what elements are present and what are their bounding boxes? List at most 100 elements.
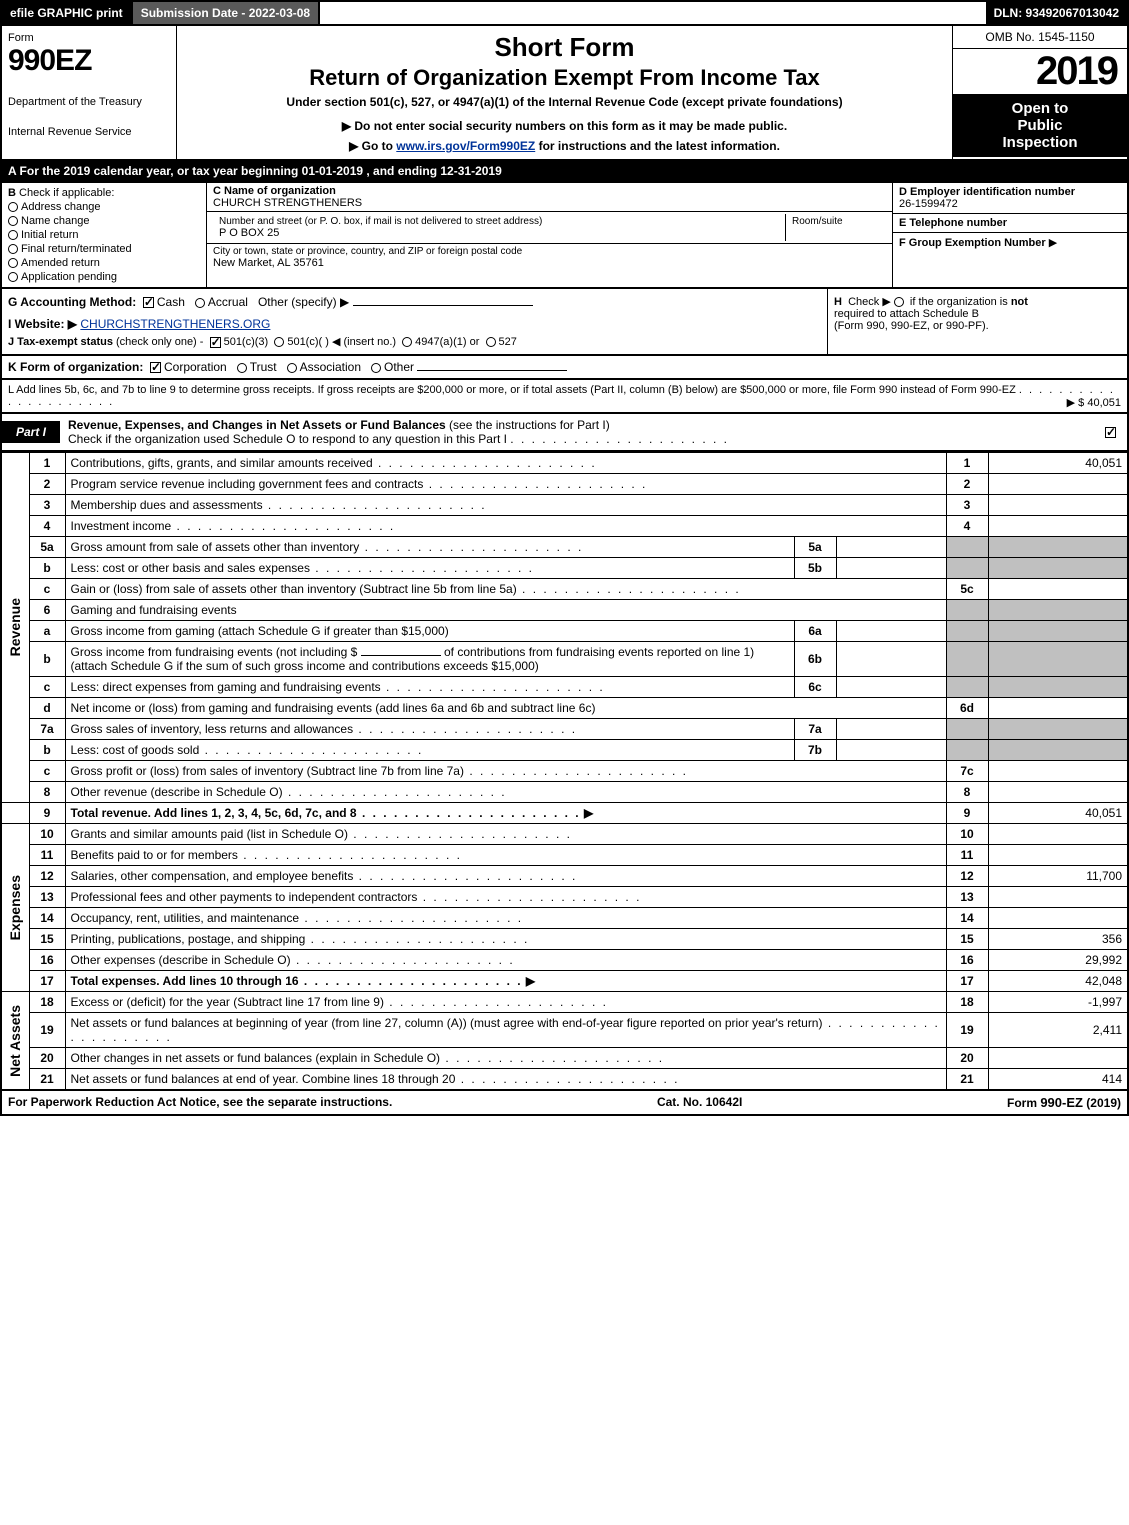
top-bar: efile GRAPHIC print Submission Date - 20… [0, 0, 1129, 26]
l-text: L Add lines 5b, 6c, and 7b to line 9 to … [8, 384, 1016, 396]
line-6b-blank[interactable] [361, 655, 441, 656]
room-cell: Room/suite [786, 214, 886, 241]
row-j: J Tax-exempt status (check only one) - 5… [8, 335, 821, 348]
line-13: 13Professional fees and other payments t… [1, 887, 1128, 908]
goto-note: ▶ Go to www.irs.gov/Form990EZ for instru… [187, 139, 942, 153]
address-row: Number and street (or P. O. box, if mail… [207, 212, 892, 244]
cb-final-return[interactable]: Final return/terminated [8, 243, 200, 255]
cb-amended-return[interactable]: Amended return [8, 257, 200, 269]
line-6a: aGross income from gaming (attach Schedu… [1, 621, 1128, 642]
k-other-line[interactable] [417, 370, 567, 371]
line-6: 6Gaming and fundraising events [1, 600, 1128, 621]
header-center: Short Form Return of Organization Exempt… [177, 26, 952, 159]
line-5c: cGain or (loss) from sale of assets othe… [1, 579, 1128, 600]
line-9: 9Total revenue. Add lines 1, 2, 3, 4, 5c… [1, 803, 1128, 824]
dept-treasury: Department of the Treasury [8, 96, 170, 108]
cb-501c3[interactable] [210, 337, 221, 348]
g-other-label: Other (specify) ▶ [258, 295, 349, 309]
line-10: Expenses 10Grants and similar amounts pa… [1, 824, 1128, 845]
part1-note: (see the instructions for Part I) [449, 418, 610, 432]
line-1: Revenue 1 Contributions, gifts, grants, … [1, 453, 1128, 474]
part1-tab: Part I [2, 421, 60, 443]
part1-dots [510, 432, 729, 446]
inspect-3: Inspection [957, 134, 1123, 151]
part1-check-text: Check if the organization used Schedule … [68, 432, 507, 446]
i-label: I Website: ▶ [8, 317, 77, 331]
line-6c: cLess: direct expenses from gaming and f… [1, 677, 1128, 698]
line-16: 16Other expenses (describe in Schedule O… [1, 950, 1128, 971]
cb-other-org[interactable] [371, 363, 381, 373]
b-label: Check if applicable: [19, 187, 114, 199]
cb-schedule-o[interactable] [1105, 427, 1116, 438]
city-label: City or town, state or province, country… [213, 246, 886, 257]
section-c: C Name of organization CHURCH STRENGTHEN… [207, 183, 892, 287]
addr-label: Number and street (or P. O. box, if mail… [219, 216, 779, 227]
city-value: New Market, AL 35761 [213, 257, 886, 269]
footer-form-number: 990-EZ [1040, 1095, 1083, 1110]
expenses-label: Expenses [7, 875, 23, 940]
cb-accrual[interactable] [195, 298, 205, 308]
e-label: E Telephone number [899, 217, 1121, 229]
cb-name-change[interactable]: Name change [8, 215, 200, 227]
form-subtitle: Under section 501(c), 527, or 4947(a)(1)… [187, 95, 942, 109]
telephone-row: E Telephone number [893, 214, 1127, 233]
cb-527[interactable] [486, 337, 496, 347]
topbar-spacer [320, 2, 985, 24]
header-right: OMB No. 1545-1150 2019 Open to Public In… [952, 26, 1127, 159]
j-label: J Tax-exempt status [8, 336, 113, 348]
section-b: B Check if applicable: Address change Na… [2, 183, 207, 287]
l-amount: ▶ $ 40,051 [1067, 396, 1121, 409]
cb-4947[interactable] [402, 337, 412, 347]
ein-row: D Employer identification number 26-1599… [893, 183, 1127, 214]
line-3: 3Membership dues and assessments 3 [1, 495, 1128, 516]
cb-cash[interactable] [143, 297, 154, 308]
form-header: Form 990EZ Department of the Treasury In… [0, 26, 1129, 161]
f-label: F Group Exemption Number [899, 237, 1046, 249]
submission-date: Submission Date - 2022-03-08 [133, 2, 320, 24]
g-other-line[interactable] [353, 305, 533, 306]
row-a-period: A For the 2019 calendar year, or tax yea… [0, 161, 1129, 183]
cb-initial-return[interactable]: Initial return [8, 229, 200, 241]
line-8: 8Other revenue (describe in Schedule O) … [1, 782, 1128, 803]
row-i: I Website: ▶ CHURCHSTRENGTHENERS.ORG [8, 317, 821, 331]
h-text3: required to attach Schedule B [834, 308, 979, 320]
row-k: K Form of organization: Corporation Trus… [0, 356, 1129, 380]
form-number: 990EZ [8, 44, 170, 78]
cb-trust[interactable] [237, 363, 247, 373]
cb-h[interactable] [894, 297, 904, 307]
h-not: not [1011, 296, 1028, 308]
h-text4: (Form 990, 990-EZ, or 990-PF). [834, 320, 989, 332]
line-6b: bGross income from fundraising events (n… [1, 642, 1128, 677]
cb-association[interactable] [287, 363, 297, 373]
group-exemption-row: F Group Exemption Number ▶ [893, 233, 1127, 252]
line-7a: 7aGross sales of inventory, less returns… [1, 719, 1128, 740]
row-h: H Check ▶ if the organization is not req… [827, 289, 1127, 354]
line-2: 2Program service revenue including gover… [1, 474, 1128, 495]
dln-label: DLN: 93492067013042 [986, 2, 1127, 24]
line-21: 21Net assets or fund balances at end of … [1, 1069, 1128, 1091]
footer-mid: Cat. No. 10642I [657, 1095, 742, 1110]
row-g: G Accounting Method: Cash Accrual Other … [8, 295, 821, 309]
netassets-label: Net Assets [7, 1005, 23, 1077]
goto-post: for instructions and the latest informat… [535, 139, 780, 153]
part1-header: Part I Revenue, Expenses, and Changes in… [0, 414, 1129, 452]
cb-501c[interactable] [274, 337, 284, 347]
cb-application-pending[interactable]: Application pending [8, 271, 200, 283]
inspection-badge: Open to Public Inspection [953, 94, 1127, 157]
line-12: 12Salaries, other compensation, and empl… [1, 866, 1128, 887]
form-title: Return of Organization Exempt From Incom… [187, 65, 942, 91]
irs-link[interactable]: www.irs.gov/Form990EZ [396, 139, 535, 153]
cb-corporation[interactable] [150, 362, 161, 373]
addr-value: P O BOX 25 [219, 227, 779, 239]
h-text2: if the organization is [910, 296, 1008, 308]
d-value: 26-1599472 [899, 198, 1121, 210]
line-7b: bLess: cost of goods sold 7b [1, 740, 1128, 761]
k-label: K Form of organization: [8, 360, 143, 374]
efile-label[interactable]: efile GRAPHIC print [2, 2, 133, 24]
info-block: B Check if applicable: Address change Na… [0, 183, 1129, 289]
line-11: 11Benefits paid to or for members 11 [1, 845, 1128, 866]
g-i-j-column: G Accounting Method: Cash Accrual Other … [2, 289, 827, 354]
dept-irs: Internal Revenue Service [8, 126, 170, 138]
cb-address-change[interactable]: Address change [8, 201, 200, 213]
website-link[interactable]: CHURCHSTRENGTHENERS.ORG [80, 317, 270, 331]
